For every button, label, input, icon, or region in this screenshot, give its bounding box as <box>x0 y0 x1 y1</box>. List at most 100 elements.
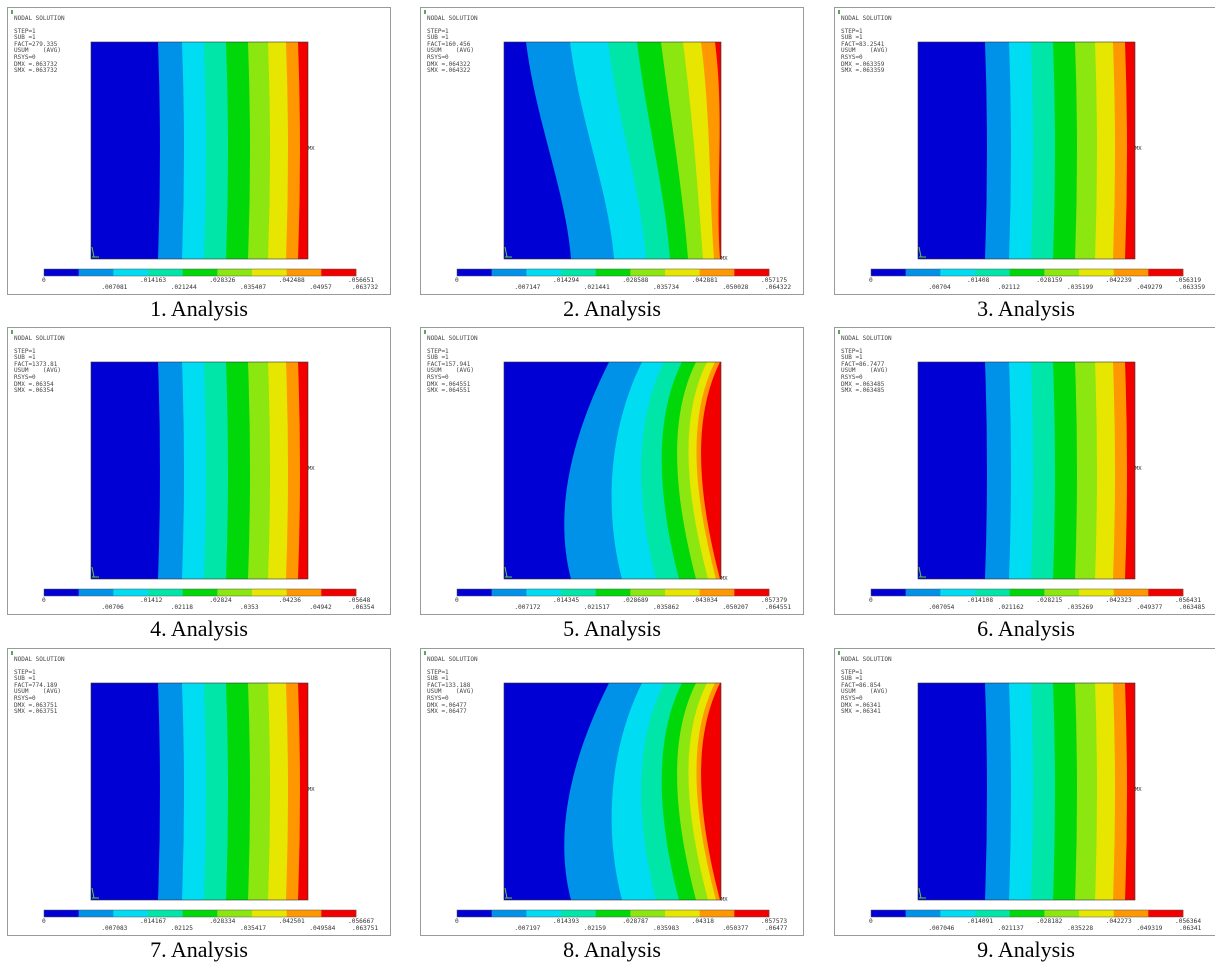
legend-swatch <box>940 589 976 596</box>
legend-frame <box>870 268 1184 277</box>
legend-tick-label: .063359 <box>1179 284 1206 291</box>
legend-tick-label: .049584 <box>309 925 336 932</box>
solution-header: NODAL SOLUTION <box>427 656 478 663</box>
contour-plot <box>43 682 357 918</box>
solution-info-line: FACT=160.456 <box>427 40 471 48</box>
legend-tick-label: .028787 <box>622 918 649 925</box>
legend-swatch <box>491 910 527 917</box>
solution-info-line: RSYS=0 <box>14 694 36 702</box>
analysis-panel-6: NODAL SOLUTION STEP=1 SUB =1 FACT=86.7477 US… <box>834 327 1215 615</box>
legend-tick-label: .05648 <box>348 597 371 604</box>
legend-tick-label: .028159 <box>1036 277 1063 284</box>
contour-plot <box>43 41 357 277</box>
legend-tick-label: .04942 <box>309 604 332 611</box>
axis-marker-icon <box>424 330 426 334</box>
legend-swatch <box>871 589 906 596</box>
legend-swatch <box>182 589 218 596</box>
legend-tick-label: .04957 <box>309 284 332 291</box>
legend-tick-label: .056667 <box>348 918 375 925</box>
solution-info-line: SUB =1 <box>427 675 449 683</box>
legend-tick-label: .014393 <box>553 918 580 925</box>
solution-info: NODAL SOLUTION STEP=1 SUB =1 FACT=157.941 US… <box>427 335 478 395</box>
legend-tick-label: .007197 <box>514 925 541 932</box>
legend-swatch <box>905 589 941 596</box>
solution-header: NODAL SOLUTION <box>14 15 65 22</box>
legend-tick-label: 0 <box>455 918 459 925</box>
panel-caption: 5. Analysis <box>563 616 661 641</box>
legend-tick-label: 0 <box>455 597 459 604</box>
max-marker: MX <box>721 897 728 903</box>
legend-tick-label: .021162 <box>997 604 1024 611</box>
plot-frame <box>503 682 722 901</box>
solution-info-line: USUM (AVG) <box>427 688 474 696</box>
legend-tick-label: .02824 <box>209 597 232 604</box>
analysis-panel-4: NODAL SOLUTION STEP=1 SUB =1 FACT=1373.81 US… <box>7 327 391 615</box>
legend-swatch <box>975 910 1010 917</box>
axis-marker-icon <box>838 330 840 334</box>
plot-frame <box>917 41 1136 260</box>
legend-swatch <box>491 589 527 596</box>
triad-icon <box>504 246 512 258</box>
legend-tick-label: .035983 <box>653 925 680 932</box>
solution-info-line: SMX =.063485 <box>841 387 885 395</box>
legend-swatch <box>699 910 735 917</box>
legend-swatch <box>595 589 631 596</box>
legend-tick-label: .028689 <box>622 597 649 604</box>
max-marker: MX <box>721 576 728 582</box>
legend-tick-label: .01408 <box>967 277 990 284</box>
legend-tick-label: .049319 <box>1136 925 1163 932</box>
contour-plot <box>870 41 1184 277</box>
solution-info-line: STEP=1 <box>841 668 863 676</box>
legend-tick-label: .007081 <box>101 284 128 291</box>
legend-tick-label: .014163 <box>140 277 167 284</box>
triad-icon <box>91 566 99 578</box>
legend-frame <box>870 909 1184 918</box>
plot-frame <box>917 682 1136 901</box>
legend-swatch <box>1079 269 1114 276</box>
solution-header: NODAL SOLUTION <box>427 335 478 342</box>
legend-tick-label: .00704 <box>928 284 951 291</box>
legend-tick-label: .02159 <box>583 925 607 932</box>
plot-frame <box>90 682 309 901</box>
solution-info: NODAL SOLUTION STEP=1 SUB =1 FACT=160.456 US… <box>427 15 478 75</box>
legend-swatch <box>630 269 666 276</box>
legend-tick-label: .028334 <box>209 918 236 925</box>
legend-tick-label: .014167 <box>140 918 167 925</box>
legend-tick-label: .021441 <box>583 284 610 291</box>
solution-info: NODAL SOLUTION STEP=1 SUB =1 FACT=83.2541 US… <box>841 15 892 75</box>
legend-tick-label: 0 <box>42 277 46 284</box>
legend-tick-label: .00706 <box>101 604 124 611</box>
legend-swatch <box>321 910 357 917</box>
solution-info-line: FACT=279.335 <box>14 40 58 48</box>
legend-swatch <box>1113 589 1149 596</box>
solution-info-line: RSYS=0 <box>841 53 863 61</box>
axis-marker-icon <box>838 651 840 655</box>
legend-swatch <box>457 589 492 596</box>
legend-swatch <box>1148 910 1184 917</box>
legend-tick-label: .035417 <box>240 925 267 932</box>
solution-info-line: USUM (AVG) <box>841 47 888 55</box>
solution-info-line: STEP=1 <box>14 668 36 676</box>
contour-plot <box>456 41 770 277</box>
legend-swatch <box>113 269 149 276</box>
legend-frame <box>43 588 357 597</box>
contour-band <box>918 42 987 259</box>
solution-header: NODAL SOLUTION <box>427 15 478 22</box>
analysis-panel-3: NODAL SOLUTION STEP=1 SUB =1 FACT=83.2541 US… <box>834 7 1215 295</box>
solution-info-line: SUB =1 <box>427 354 449 362</box>
legend-swatch <box>217 910 253 917</box>
legend-swatch <box>1009 269 1045 276</box>
legend-swatch <box>871 269 906 276</box>
contour-band <box>91 42 160 259</box>
max-marker: MX <box>308 466 315 472</box>
legend-swatch <box>940 269 976 276</box>
legend-tick-label: .050028 <box>722 284 749 291</box>
legend-tick-label: .014108 <box>967 597 994 604</box>
legend-tick-label: .056651 <box>348 277 375 284</box>
solution-info: NODAL SOLUTION STEP=1 SUB =1 FACT=1373.81 US… <box>14 335 65 395</box>
legend-tick-label: .028588 <box>622 277 649 284</box>
legend-swatch <box>734 269 770 276</box>
solution-info-line: STEP=1 <box>14 347 36 355</box>
contour-plot <box>43 361 357 597</box>
legend-tick-label: .043034 <box>691 597 718 604</box>
